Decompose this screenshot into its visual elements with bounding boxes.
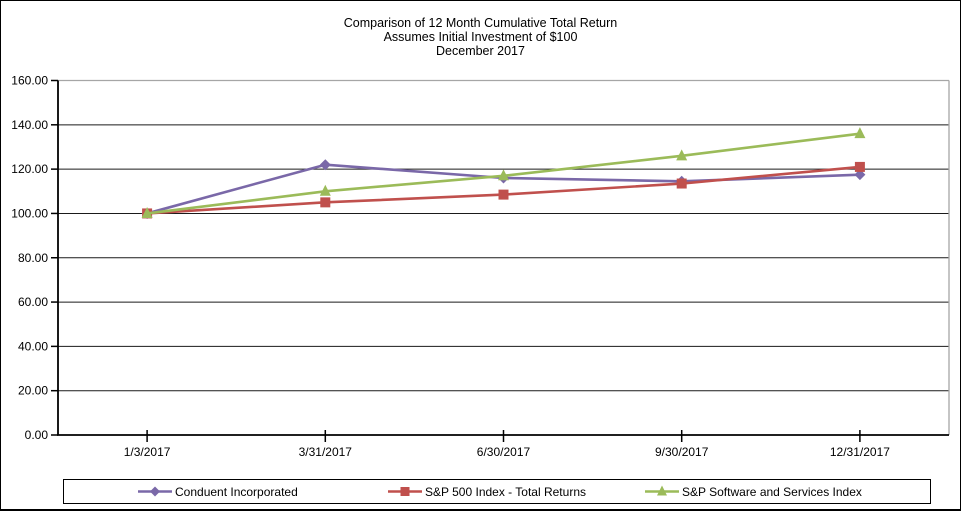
y-axis-label: 60.00 — [18, 295, 48, 309]
x-axis-label: 6/30/2017 — [477, 445, 531, 459]
y-axis-label: 140.00 — [11, 118, 48, 132]
legend-label-spsoftware: S&P Software and Services Index — [682, 484, 862, 499]
legend-sample-marker — [400, 487, 410, 496]
chart-title: Comparison of 12 Month Cumulative Total … — [1, 16, 960, 58]
x-axis-label: 12/31/2017 — [830, 445, 890, 459]
y-axis-label: 80.00 — [18, 251, 48, 265]
conduent-legend-marker — [138, 486, 172, 497]
chart-title-line1: Comparison of 12 Month Cumulative Total … — [343, 16, 618, 30]
data-point-0-1 — [319, 159, 331, 171]
spsoftware-legend-marker — [645, 485, 679, 496]
x-axis-label: 1/3/2017 — [124, 445, 171, 459]
y-axis-label: 20.00 — [18, 384, 48, 398]
data-point-2-0 — [141, 206, 153, 218]
legend-sample-marker — [150, 486, 160, 497]
chart-title-line3: December 2017 — [436, 44, 525, 58]
data-point-2-2 — [498, 169, 509, 181]
legend-sample-marker — [657, 485, 667, 496]
data-point-1-4 — [854, 161, 865, 172]
legend-item-spsoftware: S&P Software and Services Index — [645, 480, 862, 503]
data-point-1-1 — [320, 197, 331, 208]
data-point-1-2 — [498, 189, 509, 200]
data-point-2-3 — [676, 149, 688, 161]
data-point-0-4 — [854, 169, 866, 181]
x-axis-label: 3/31/2017 — [299, 445, 353, 459]
y-axis-label: 100.00 — [11, 206, 48, 220]
legend-item-conduent: Conduent Incorporated — [138, 480, 298, 503]
y-axis-label: 40.00 — [18, 339, 48, 353]
y-axis-label: 160.00 — [11, 74, 48, 88]
legend-label-sp500: S&P 500 Index - Total Returns — [425, 484, 586, 499]
sp500-legend-marker — [388, 487, 422, 496]
data-point-1-3 — [676, 178, 687, 189]
data-point-2-4 — [854, 127, 866, 139]
legend-item-sp500: S&P 500 Index - Total Returns — [388, 480, 586, 503]
y-axis-label: 0.00 — [25, 428, 49, 442]
x-axis-label: 9/30/2017 — [655, 445, 709, 459]
legend: Conduent Incorporated S&P 500 Index - To… — [63, 479, 931, 504]
data-point-2-1 — [319, 184, 331, 196]
y-axis-label: 120.00 — [11, 162, 48, 176]
legend-label-conduent: Conduent Incorporated — [175, 484, 298, 499]
chart-title-line2: Assumes Initial Investment of $100 — [383, 30, 578, 44]
